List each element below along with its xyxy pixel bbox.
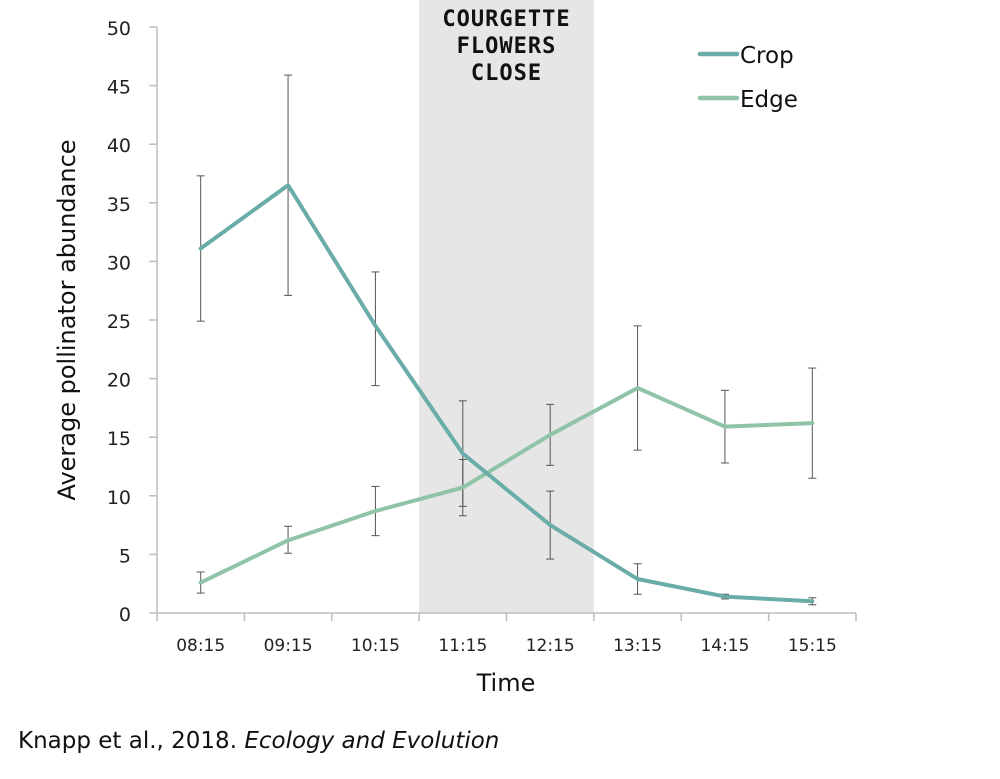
shaded-region <box>419 0 594 613</box>
x-axis-title: Time <box>476 669 536 697</box>
y-tick-label: 5 <box>119 545 131 567</box>
y-tick-label: 10 <box>107 487 131 509</box>
y-axis-title: Average pollinator abundance <box>53 139 81 500</box>
series-layer <box>198 183 815 604</box>
x-tick-label: 10:15 <box>351 636 400 656</box>
citation-journal: Ecology and Evolution <box>244 728 500 754</box>
legend-label: Edge <box>740 87 798 113</box>
y-tick-label: 15 <box>107 428 131 450</box>
series-line-crop <box>198 183 815 604</box>
citation-text: et al., 2018. <box>90 728 245 754</box>
annotation-line: FLOWERS <box>457 34 557 59</box>
series-line-edge <box>198 385 815 585</box>
annotation-line: CLOSE <box>471 61 542 86</box>
y-tick-label: 25 <box>107 311 131 333</box>
x-tick-label: 08:15 <box>176 636 225 656</box>
y-tick-label: 40 <box>107 135 131 157</box>
shaded-region-layer <box>419 0 594 613</box>
y-tick-label: 30 <box>107 252 131 274</box>
error-bar-layer <box>196 74 817 606</box>
y-tick-label: 20 <box>107 370 131 392</box>
x-tick-label: 12:15 <box>526 636 575 656</box>
citation: Knapp et al., 2018. Ecology and Evolutio… <box>18 728 499 754</box>
x-tick-label: 09:15 <box>264 636 313 656</box>
x-tick-label: 15:15 <box>788 636 837 656</box>
legend: Crop Edge <box>697 43 798 113</box>
y-tick-layer: 0 5 10 15 20 25 30 35 40 45 50 <box>107 18 157 626</box>
annotation-line: COURGETTE <box>442 7 570 32</box>
legend-label: Crop <box>740 43 794 69</box>
y-tick-label: 0 <box>119 604 131 626</box>
y-tick-label: 35 <box>107 194 131 216</box>
citation-author: Knapp <box>18 728 91 754</box>
x-tick-label: 14:15 <box>700 636 749 656</box>
x-tick-label: 13:15 <box>613 636 662 656</box>
x-tick-layer: 08:15 09:15 10:15 11:15 12:15 13:15 14:15 15:15 <box>156 613 857 656</box>
x-tick-label: 11:15 <box>438 636 487 656</box>
y-tick-label: 45 <box>107 77 131 99</box>
y-tick-label: 50 <box>107 18 131 40</box>
